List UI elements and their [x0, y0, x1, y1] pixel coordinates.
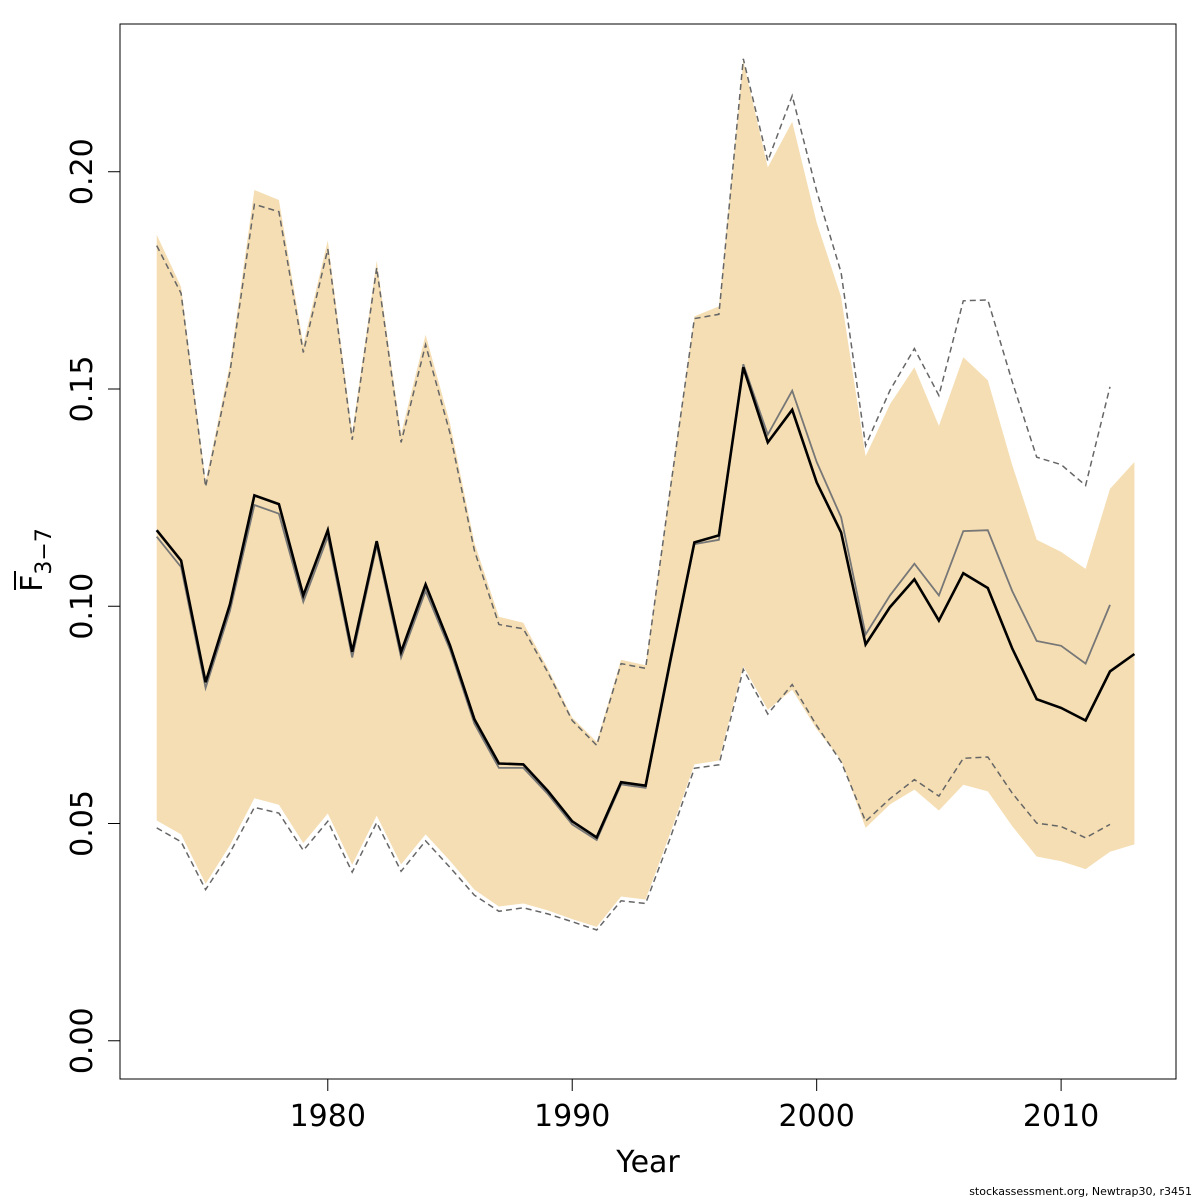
- y-tick-label-1: 0.05: [65, 790, 100, 857]
- x-tick-label-1980: 1980: [290, 1099, 366, 1134]
- y-axis-title: F3−7: [14, 528, 57, 592]
- current-estimate-line: [155, 366, 1136, 840]
- y-tick-label-4: 0.20: [65, 138, 100, 205]
- x-axis-title: Year: [615, 1145, 680, 1180]
- plot-area: [155, 58, 1136, 931]
- x-axis: 1980 1990 2000 2010: [290, 1079, 1099, 1134]
- y-axis: 0.00 0.05 0.10 0.15 0.20: [65, 138, 120, 1074]
- previous-estimate-line: [155, 363, 1111, 842]
- y-axis-title-main: F: [15, 575, 50, 592]
- y-tick-label-0: 0.00: [65, 1007, 100, 1074]
- y-axis-title-sub: 3−7: [32, 528, 57, 574]
- y-tick-label-2: 0.10: [65, 573, 100, 640]
- previous-lower-ci-line: [156, 667, 1111, 931]
- plot-frame: [119, 23, 1177, 1080]
- svg-text:F3−7: F3−7: [15, 528, 57, 592]
- y-tick-label-3: 0.15: [65, 356, 100, 423]
- footer-credit: stockassessment.org, Newtrap30, r3451: [969, 1185, 1192, 1198]
- previous-upper-ci-line: [156, 58, 1111, 747]
- x-tick-label-2000: 2000: [778, 1099, 854, 1134]
- x-tick-label-2010: 2010: [1023, 1099, 1099, 1134]
- confidence-band: [156, 60, 1135, 927]
- x-tick-label-1990: 1990: [534, 1099, 610, 1134]
